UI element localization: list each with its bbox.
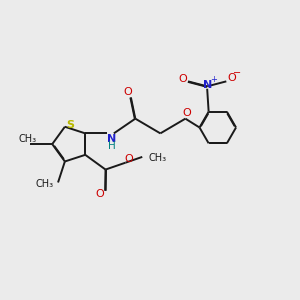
Text: O: O bbox=[124, 87, 132, 97]
Text: O: O bbox=[228, 74, 237, 83]
Text: +: + bbox=[210, 75, 217, 84]
Text: O: O bbox=[124, 154, 133, 164]
Text: S: S bbox=[66, 120, 74, 130]
Text: O: O bbox=[182, 108, 191, 118]
Text: −: − bbox=[233, 68, 242, 78]
Text: O: O bbox=[95, 189, 104, 199]
Text: N: N bbox=[107, 134, 116, 144]
Text: CH₃: CH₃ bbox=[19, 134, 37, 144]
Text: O: O bbox=[178, 74, 187, 84]
Text: N: N bbox=[202, 80, 212, 90]
Text: CH₃: CH₃ bbox=[35, 179, 54, 189]
Text: CH₃: CH₃ bbox=[148, 153, 166, 164]
Text: H: H bbox=[108, 141, 116, 151]
